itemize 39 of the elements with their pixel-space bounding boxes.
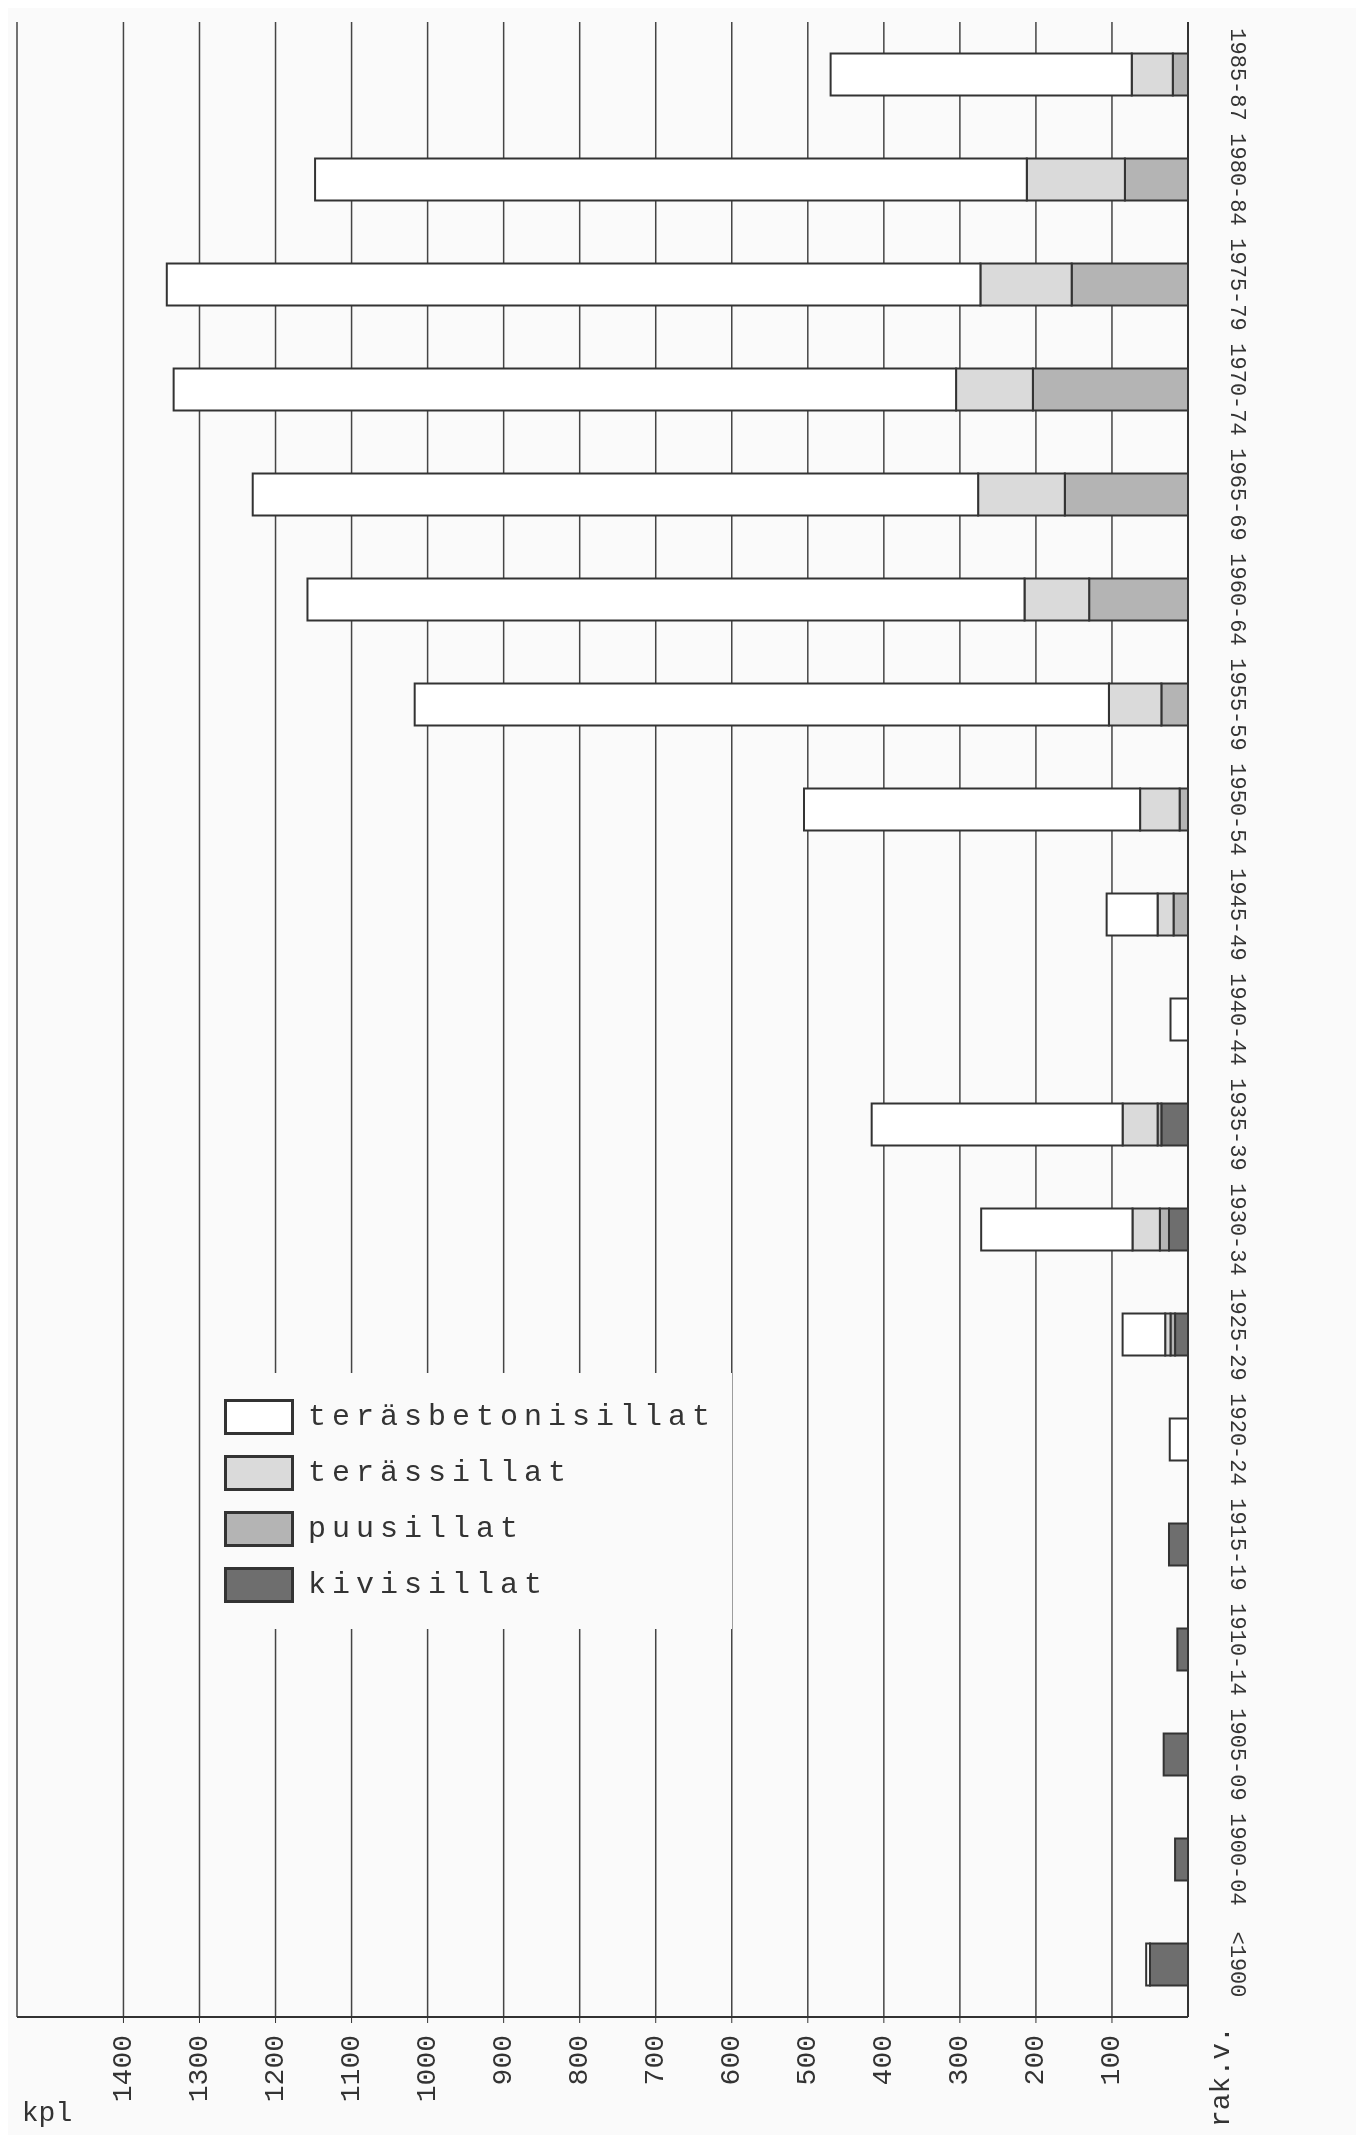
x-tick-label: 700	[640, 2035, 672, 2086]
x-tick-label: 1200	[260, 2035, 292, 2103]
x-tick-label: 500	[792, 2035, 824, 2086]
y-tick-label: 1935-39	[1223, 1078, 1249, 1171]
legend-label: teräsbetonisillat	[308, 1400, 717, 1434]
x-tick-label: 1400	[107, 2035, 139, 2103]
y-tick-label: 1940-44	[1223, 973, 1249, 1066]
x-tick-label: 300	[944, 2035, 976, 2086]
x-tick-label: 1000	[412, 2035, 444, 2103]
y-tick-label: <1900	[1223, 1931, 1249, 1998]
y-tick-label: 1905-09	[1223, 1708, 1249, 1801]
y-tick-label: 1945-49	[1223, 868, 1249, 961]
y-tick-label: 1915-19	[1223, 1498, 1249, 1591]
x-tick-label: 600	[716, 2035, 748, 2086]
y-axis-title: rak.v.	[1206, 2026, 1237, 2127]
y-tick-label: 1955-59	[1223, 658, 1249, 751]
x-tick-label: 1300	[183, 2035, 215, 2103]
y-tick-label: 1980-84	[1223, 133, 1249, 226]
x-tick-label: 900	[488, 2035, 520, 2086]
y-tick-label: 1970-74	[1223, 343, 1249, 436]
legend-label: kivisillat	[308, 1568, 549, 1602]
y-tick-label: 1950-54	[1223, 763, 1249, 856]
legend-label: terässillat	[308, 1456, 573, 1490]
y-tick-label: 1900-04	[1223, 1813, 1249, 1906]
y-tick-label: 1965-69	[1223, 448, 1249, 541]
y-tick-label: 1910-14	[1223, 1603, 1249, 1696]
x-tick-label: 200	[1020, 2035, 1052, 2086]
y-tick-label: 1960-64	[1223, 553, 1249, 646]
x-axis-title: kpl	[21, 2097, 73, 2129]
y-tick-label: 1925-29	[1223, 1288, 1249, 1381]
legend-label: puusillat	[308, 1512, 525, 1546]
x-tick-label: 100	[1096, 2035, 1128, 2086]
y-tick-label: 1930-34	[1223, 1183, 1249, 1276]
x-tick-label: 800	[564, 2035, 596, 2086]
y-tick-label: 1975-79	[1223, 238, 1249, 331]
y-tick-label: 1985-87	[1223, 28, 1249, 121]
x-tick-label: 1100	[336, 2035, 368, 2103]
y-tick-label: 1920-24	[1223, 1393, 1249, 1486]
x-tick-label: 400	[868, 2035, 900, 2086]
